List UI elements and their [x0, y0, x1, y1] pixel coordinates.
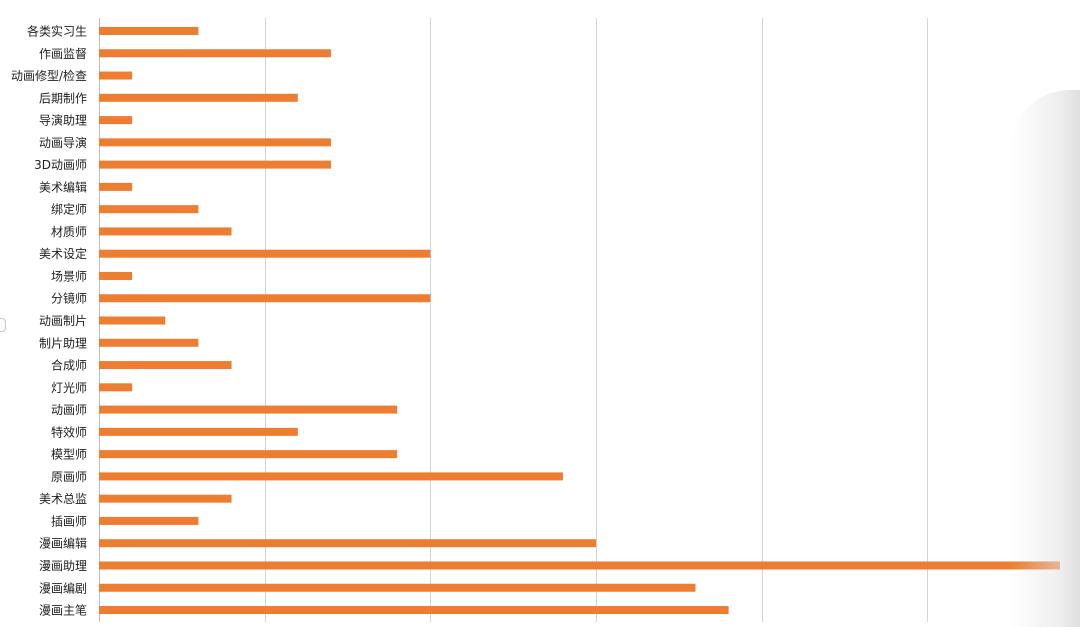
category-label: 漫画助理: [39, 559, 87, 573]
bar: [99, 427, 298, 436]
bar: [99, 227, 232, 236]
bar-layer: [99, 27, 1060, 615]
bar: [99, 294, 431, 303]
bar: [99, 472, 563, 481]
bar: [99, 383, 133, 392]
bar: [99, 583, 696, 592]
bar: [99, 516, 199, 525]
bar: [99, 606, 729, 615]
category-label: 动画修型/检查: [11, 68, 87, 83]
bar: [99, 116, 133, 125]
bar: [99, 182, 133, 191]
bar: [99, 338, 199, 347]
bar: [99, 561, 1060, 570]
category-label: 分镜师: [51, 291, 87, 306]
grid-layer: [99, 18, 928, 622]
category-label: 美术编辑: [39, 179, 87, 194]
bar: [99, 316, 166, 325]
category-label: 动画师: [51, 403, 87, 417]
bar: [99, 205, 199, 214]
bar: [99, 27, 199, 35]
bar: [99, 249, 431, 258]
category-label: 插画师: [51, 514, 87, 528]
category-label: 模型师: [51, 448, 87, 462]
resize-handle[interactable]: [0, 318, 6, 332]
category-label: 原画师: [51, 470, 87, 484]
category-label: 漫画编剧: [39, 580, 87, 595]
category-label: 场景师: [51, 269, 87, 283]
category-label: 制片助理: [39, 336, 87, 350]
category-label: 动画导演: [39, 135, 87, 150]
category-label: 导演助理: [39, 113, 87, 128]
category-label: 作画监督: [39, 46, 87, 61]
category-label: 材质师: [51, 225, 87, 239]
category-label: 3D动画师: [34, 158, 87, 172]
bar: [99, 49, 331, 58]
bar: [99, 160, 331, 169]
category-label: 美术总监: [39, 492, 87, 506]
category-label: 灯光师: [51, 381, 87, 395]
category-label: 漫画主笔: [39, 603, 87, 618]
bar: [99, 361, 232, 370]
bar: [99, 71, 133, 80]
category-label: 各类实习生: [27, 24, 87, 39]
category-label: 美术设定: [39, 246, 87, 261]
bar: [99, 271, 133, 280]
bar: [99, 93, 298, 102]
bar: [99, 494, 232, 503]
bar: [99, 539, 597, 548]
category-label: 绑定师: [51, 202, 87, 217]
category-label: 特效师: [51, 424, 87, 439]
bar: [99, 450, 398, 459]
bar: [99, 138, 331, 147]
category-label: 动画制片: [39, 314, 87, 328]
category-label: 后期制作: [39, 91, 87, 105]
bar: [99, 405, 398, 414]
category-label: 合成师: [51, 358, 87, 373]
category-label: 漫画编辑: [39, 536, 87, 551]
